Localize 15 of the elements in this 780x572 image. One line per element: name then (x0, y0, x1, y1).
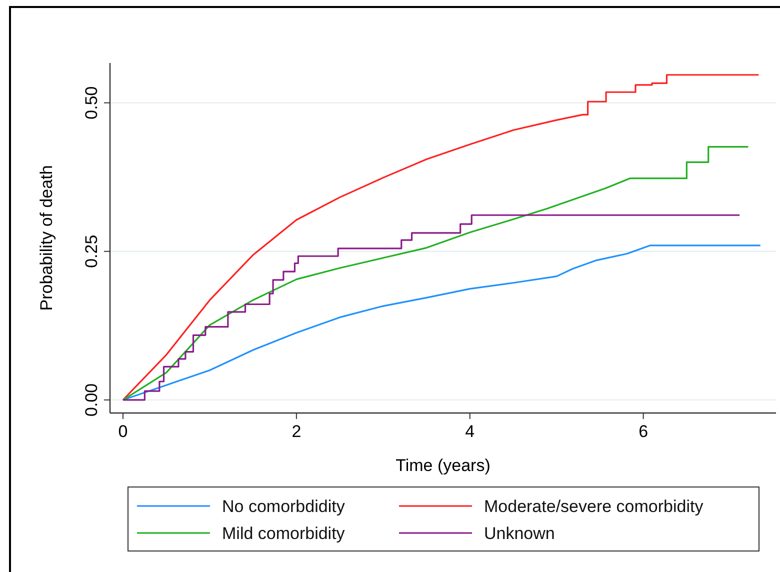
legend-label: Mild comorbidity (222, 524, 346, 543)
legend-label: Unknown (484, 524, 555, 543)
x-tick-label: 2 (292, 422, 302, 441)
x-axis-title: Time (years) (396, 456, 490, 475)
x-tick-label: 4 (465, 422, 475, 441)
y-tick-label: 0.00 (82, 383, 101, 416)
legend-label: Moderate/severe comorbidity (484, 497, 704, 516)
y-axis-title: Probability of death (37, 165, 56, 311)
line-series (122, 74, 760, 401)
x-tick-label: 6 (638, 422, 648, 441)
y-tick-label: 0.25 (82, 234, 101, 268)
line-series (122, 146, 750, 401)
legend-label: No comorbdidity (222, 497, 346, 516)
x-tick-label: 0 (118, 422, 128, 441)
y-tick-label: 0.50 (82, 86, 101, 120)
